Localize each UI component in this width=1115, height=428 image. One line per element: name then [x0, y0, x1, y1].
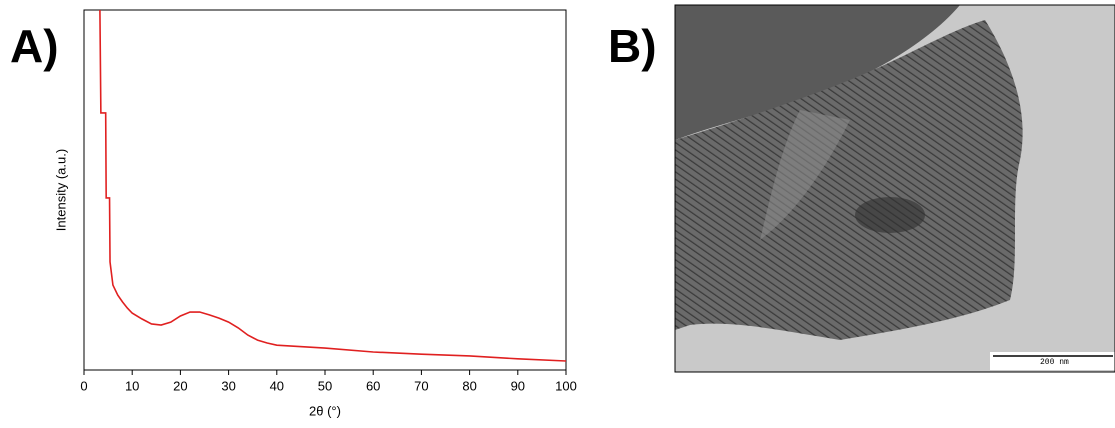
x-tick-label: 0	[80, 378, 87, 393]
tem-image: 200 nm	[675, 5, 1115, 372]
plot-frame	[83, 9, 567, 371]
x-axis-label: 2θ (°)	[309, 403, 341, 418]
y-axis-label: Intensity (a.u.)	[53, 149, 68, 231]
x-tick-label: 70	[414, 378, 428, 393]
x-tick-label: 90	[511, 378, 525, 393]
bright-edge	[760, 110, 850, 240]
particle	[675, 20, 1023, 340]
x-tick-label: 30	[221, 378, 235, 393]
dark-spot	[855, 197, 925, 233]
scale-bar-label: 200 nm	[1040, 358, 1069, 367]
x-tick-label: 20	[173, 378, 187, 393]
panel-label: A)	[10, 20, 59, 72]
x-tick-label: 40	[270, 378, 284, 393]
data-line	[99, 10, 566, 362]
x-tick-label: 50	[318, 378, 332, 393]
panel-label: B)	[608, 20, 657, 72]
x-tick-label: 80	[462, 378, 476, 393]
dark-region	[675, 5, 960, 140]
image-frame	[674, 4, 1115, 373]
x-tick-label: 10	[125, 378, 139, 393]
x-tick-label: 100	[555, 378, 577, 393]
x-tick-label: 60	[366, 378, 380, 393]
